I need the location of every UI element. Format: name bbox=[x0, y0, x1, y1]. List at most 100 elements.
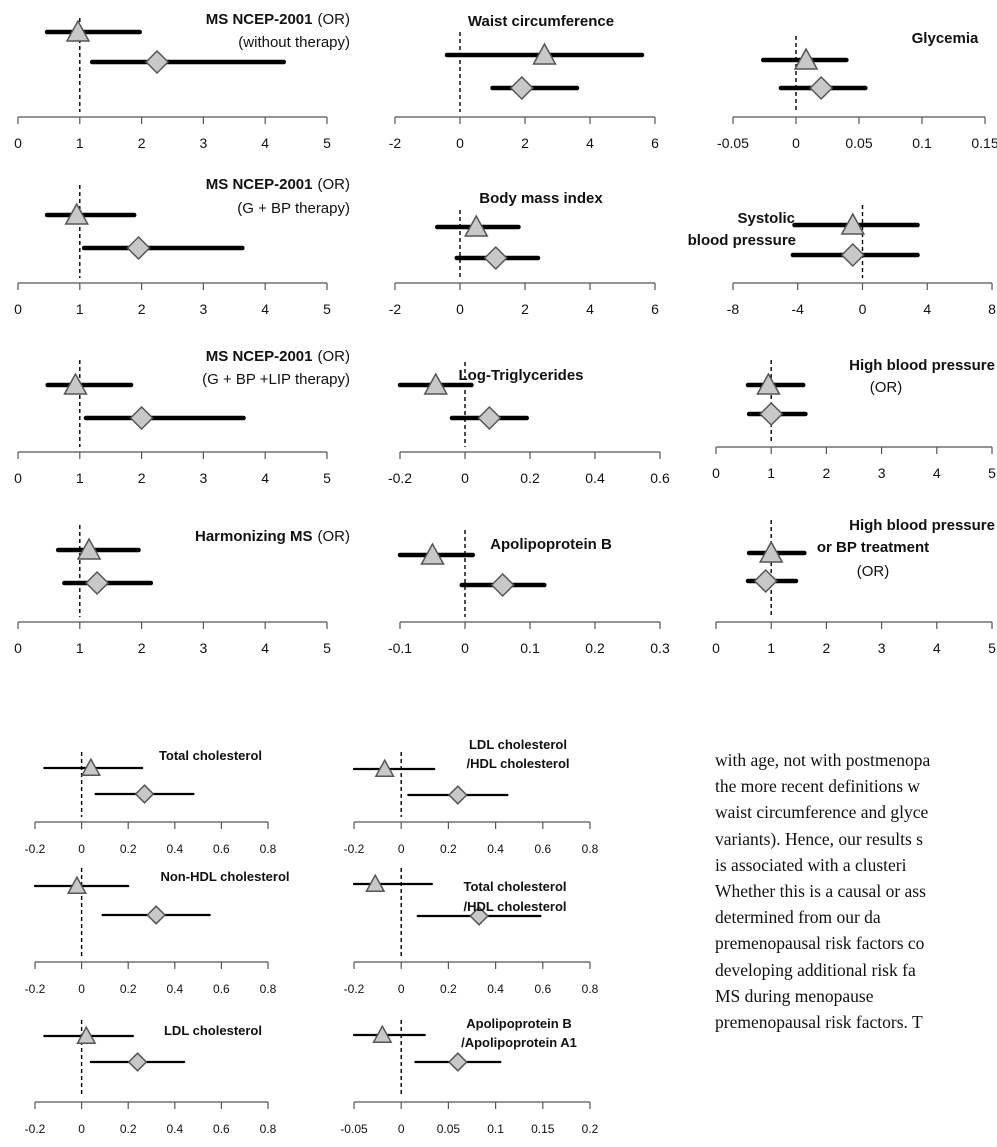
point-estimate-diamond bbox=[447, 785, 468, 805]
x-tick-label: 2 bbox=[521, 301, 529, 317]
x-tick-label: 0.6 bbox=[534, 982, 551, 996]
panel-title: MS NCEP-2001 (OR) bbox=[206, 11, 350, 28]
panel-title-bold: Harmonizing MS bbox=[195, 528, 313, 545]
x-tick-label: 0 bbox=[456, 301, 464, 317]
x-tick-label: 2 bbox=[138, 301, 146, 317]
x-tick-label: 0 bbox=[14, 640, 22, 656]
x-tick-label: 4 bbox=[261, 301, 269, 317]
x-tick-label: 0 bbox=[456, 135, 464, 151]
panel-title-unit: (OR) bbox=[318, 11, 351, 28]
point-estimate-triangle bbox=[65, 19, 91, 42]
panel-title: High blood pressure bbox=[849, 357, 995, 374]
x-tick-label: 0.2 bbox=[582, 1122, 599, 1136]
x-tick-label: 0 bbox=[859, 301, 867, 317]
x-tick-label: 0 bbox=[461, 640, 469, 656]
x-tick-label: 0 bbox=[398, 842, 405, 856]
x-tick-label: 0.6 bbox=[534, 842, 551, 856]
x-tick-label: 1 bbox=[76, 640, 84, 656]
point-estimate-diamond bbox=[447, 1052, 468, 1072]
x-tick-label: 3 bbox=[200, 640, 208, 656]
panel-title: LDL cholesterol bbox=[469, 737, 567, 752]
point-estimate-triangle bbox=[463, 214, 489, 237]
point-estimate-triangle bbox=[63, 372, 88, 395]
x-tick-label: -0.2 bbox=[344, 982, 365, 996]
x-tick-label: 5 bbox=[323, 301, 331, 317]
point-estimate-triangle bbox=[76, 537, 102, 560]
panel-title-bold: MS NCEP-2001 bbox=[206, 348, 313, 365]
x-tick-label: -8 bbox=[727, 301, 740, 317]
point-estimate-triangle bbox=[758, 540, 784, 563]
panel-title: MS NCEP-2001 (OR) bbox=[206, 176, 350, 193]
x-tick-label: 2 bbox=[823, 640, 831, 656]
panel-total-cholesterol: -0.2 0 0.2 0.4 0.6 0.8 Total cholesterol bbox=[25, 748, 277, 856]
panel-title-line2: /Apolipoprotein A1 bbox=[461, 1035, 577, 1050]
body-text-line: the more recent definitions w bbox=[715, 776, 921, 797]
panel-title-line2: blood pressure bbox=[688, 232, 796, 249]
panel-title: Body mass index bbox=[479, 190, 603, 207]
x-tick-label: 0.8 bbox=[582, 982, 599, 996]
panel-title-bold: Total cholesterol bbox=[159, 748, 262, 763]
panel-title: Non-HDL cholesterol bbox=[160, 869, 289, 884]
panel-title-unit: (OR) bbox=[318, 528, 351, 545]
panel-title: Waist circumference bbox=[468, 13, 614, 30]
x-tick-label: 4 bbox=[923, 301, 931, 317]
point-estimate-triangle bbox=[756, 372, 781, 395]
x-tick-label: 4 bbox=[933, 640, 941, 656]
panel-title-bold: High blood pressure bbox=[849, 357, 995, 374]
x-tick-label: 0 bbox=[14, 470, 22, 486]
x-tick-label: 0.15 bbox=[971, 135, 997, 151]
point-estimate-diamond bbox=[759, 401, 784, 427]
point-estimate-diamond bbox=[477, 405, 502, 431]
point-estimate-diamond bbox=[85, 570, 110, 596]
panel-title-bold: Total cholesterol bbox=[463, 879, 566, 894]
panel-title-unit: (OR) bbox=[318, 348, 351, 365]
x-tick-label: 0 bbox=[712, 640, 720, 656]
x-tick-label: 0 bbox=[14, 135, 22, 151]
panel-title-bold: High blood pressure bbox=[849, 517, 995, 534]
x-tick-label: 0.15 bbox=[531, 1122, 555, 1136]
panel-high-bp-or-treatment: 0 1 2 3 4 5 High blood pressure or BP treatment… bbox=[712, 517, 996, 656]
body-text-line: determined from our da bbox=[715, 907, 881, 928]
panel-apob-apoa1: -0.05 0 0.05 0.1 0.15 0.2 Apolipoprotein B/Apo… bbox=[340, 1016, 598, 1136]
x-tick-label: -0.05 bbox=[340, 1122, 368, 1136]
point-estimate-diamond bbox=[127, 1052, 148, 1072]
x-tick-label: 0.2 bbox=[440, 982, 457, 996]
panel-title: Total cholesterol bbox=[159, 748, 262, 763]
x-tick-label: 0 bbox=[792, 135, 800, 151]
x-tick-label: 4 bbox=[586, 301, 594, 317]
panel-title-bold: Log-Triglycerides bbox=[458, 367, 583, 384]
panel-apolipoprotein-b: -0.1 0 0.1 0.2 0.3 Apolipoprotein B bbox=[388, 530, 670, 656]
x-tick-label: 0 bbox=[712, 465, 720, 481]
panel-title-bold: Systolic bbox=[737, 210, 795, 227]
x-tick-label: 1 bbox=[767, 465, 775, 481]
point-estimate-diamond bbox=[129, 405, 154, 431]
x-tick-label: 0.2 bbox=[585, 640, 605, 656]
x-tick-label: 0.8 bbox=[260, 842, 277, 856]
point-estimate-diamond bbox=[469, 906, 489, 926]
x-tick-label: 0.1 bbox=[520, 640, 540, 656]
panel-title: Systolic bbox=[737, 210, 795, 227]
point-estimate-diamond bbox=[490, 572, 515, 598]
x-tick-label: 0 bbox=[78, 1122, 85, 1136]
panel-title-bold: Glycemia bbox=[912, 30, 979, 47]
x-tick-label: -0.2 bbox=[388, 470, 412, 486]
panel-subtitle: (OR) bbox=[870, 379, 903, 396]
x-tick-label: 4 bbox=[586, 135, 594, 151]
body-text-line: is associated with a clusteri bbox=[715, 854, 907, 875]
x-tick-label: 0.4 bbox=[166, 842, 183, 856]
panel-title: Harmonizing MS (OR) bbox=[195, 528, 350, 545]
x-tick-label: 4 bbox=[933, 465, 941, 481]
point-estimate-diamond bbox=[126, 235, 151, 261]
point-estimate-triangle bbox=[365, 873, 386, 892]
panel-title-line2: or BP treatment bbox=[817, 539, 929, 556]
body-text-line: variants). Hence, our results s bbox=[715, 828, 923, 849]
panel-subtitle: (G + BP therapy) bbox=[237, 200, 350, 217]
x-tick-label: -2 bbox=[389, 301, 402, 317]
panel-title: Apolipoprotein B bbox=[490, 536, 612, 553]
x-tick-label: 0.4 bbox=[585, 470, 605, 486]
point-estimate-triangle bbox=[532, 42, 557, 65]
x-tick-label: 6 bbox=[651, 135, 659, 151]
x-tick-label: 0 bbox=[78, 842, 85, 856]
x-tick-label: -0.2 bbox=[25, 982, 46, 996]
x-tick-label: 6 bbox=[651, 301, 659, 317]
